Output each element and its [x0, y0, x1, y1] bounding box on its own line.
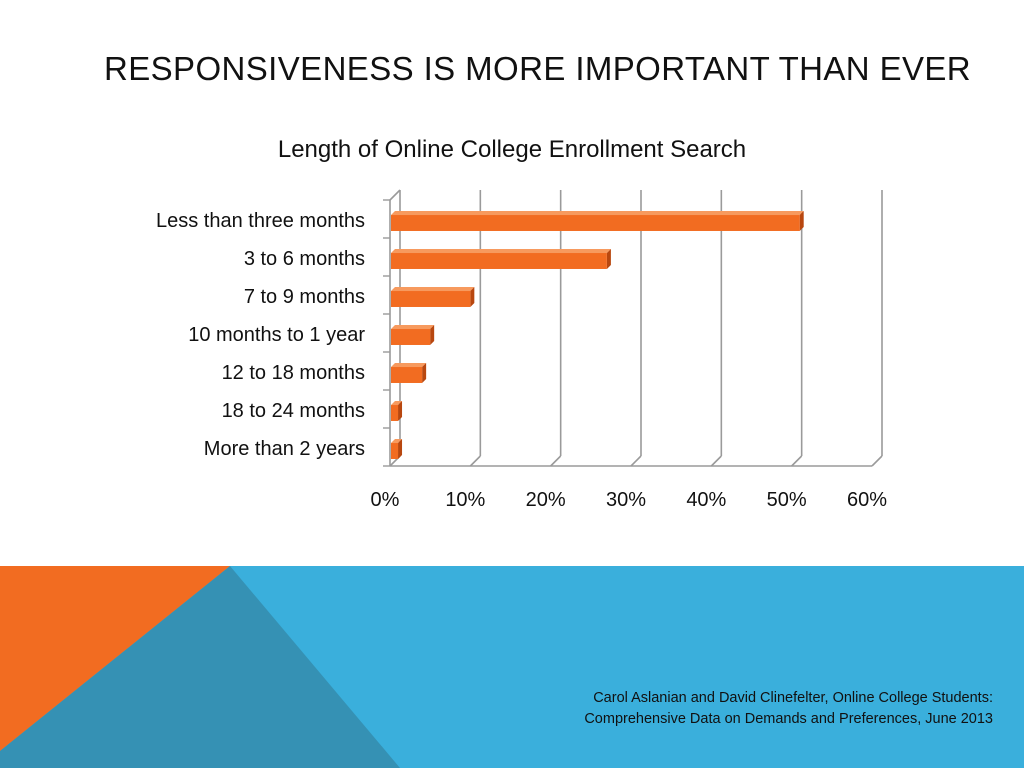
bar-top-face — [391, 287, 475, 292]
chart-title: Length of Online College Enrollment Sear… — [277, 136, 747, 163]
floor-gridline — [550, 455, 562, 467]
bar-chart: Less than three months 3 to 6 months 7 to … — [156, 189, 887, 511]
x-tick-label: 50% — [767, 489, 807, 511]
category-label: 7 to 9 months — [244, 286, 365, 308]
floor-gridline — [630, 455, 642, 467]
bar-top-face — [391, 401, 403, 406]
category-label: 3 to 6 months — [244, 248, 365, 270]
category-label: Less than three months — [156, 210, 365, 232]
bar-side-face — [606, 249, 611, 269]
chart-area: Length of Online College Enrollment Sear… — [156, 136, 887, 511]
citation-line-1: Carol Aslanian and David Clinefelter, On… — [593, 690, 993, 706]
bar-top-face — [391, 249, 611, 254]
bar — [391, 443, 399, 459]
bar-side-face — [398, 439, 403, 459]
footer-teal-triangle — [0, 566, 400, 768]
x-tick-label: 0% — [371, 489, 400, 511]
bar-side-face — [430, 325, 435, 345]
x-tick-label: 40% — [686, 489, 726, 511]
bar-side-face — [799, 211, 804, 231]
citation: Carol Aslanian and David Clinefelter, On… — [433, 688, 993, 730]
floor-gridline — [791, 455, 803, 467]
floor-gridline — [469, 455, 481, 467]
bar — [391, 329, 431, 345]
bar-top-face — [391, 439, 403, 444]
footer-band: Carol Aslanian and David Clinefelter, On… — [0, 566, 1024, 768]
floor-gridline — [710, 455, 722, 467]
citation-line-2: Comprehensive Data on Demands and Prefer… — [584, 711, 993, 727]
x-tick-label: 20% — [526, 489, 566, 511]
left-wall-top-edge — [389, 189, 401, 201]
floor-gridline — [871, 455, 883, 467]
bar — [391, 405, 399, 421]
bar — [391, 367, 423, 383]
bar-side-face — [470, 287, 475, 307]
x-tick-label: 30% — [606, 489, 646, 511]
category-label: More than 2 years — [204, 438, 365, 460]
bar-top-face — [391, 363, 427, 368]
bar-top-face — [391, 211, 804, 216]
x-tick-label: 60% — [847, 489, 887, 511]
bar-top-face — [391, 325, 435, 330]
category-label: 18 to 24 months — [222, 400, 365, 422]
bar-side-face — [398, 401, 403, 421]
footer-graphic — [0, 566, 1024, 768]
category-label: 10 months to 1 year — [188, 324, 365, 346]
bar — [391, 215, 800, 231]
bar — [391, 253, 607, 269]
x-tick-label: 10% — [445, 489, 485, 511]
bar — [391, 291, 471, 307]
bar-side-face — [422, 363, 427, 383]
category-label: 12 to 18 months — [222, 362, 365, 384]
slide-title: RESPONSIVENESS IS MORE IMPORTANT THAN EV… — [104, 50, 972, 87]
